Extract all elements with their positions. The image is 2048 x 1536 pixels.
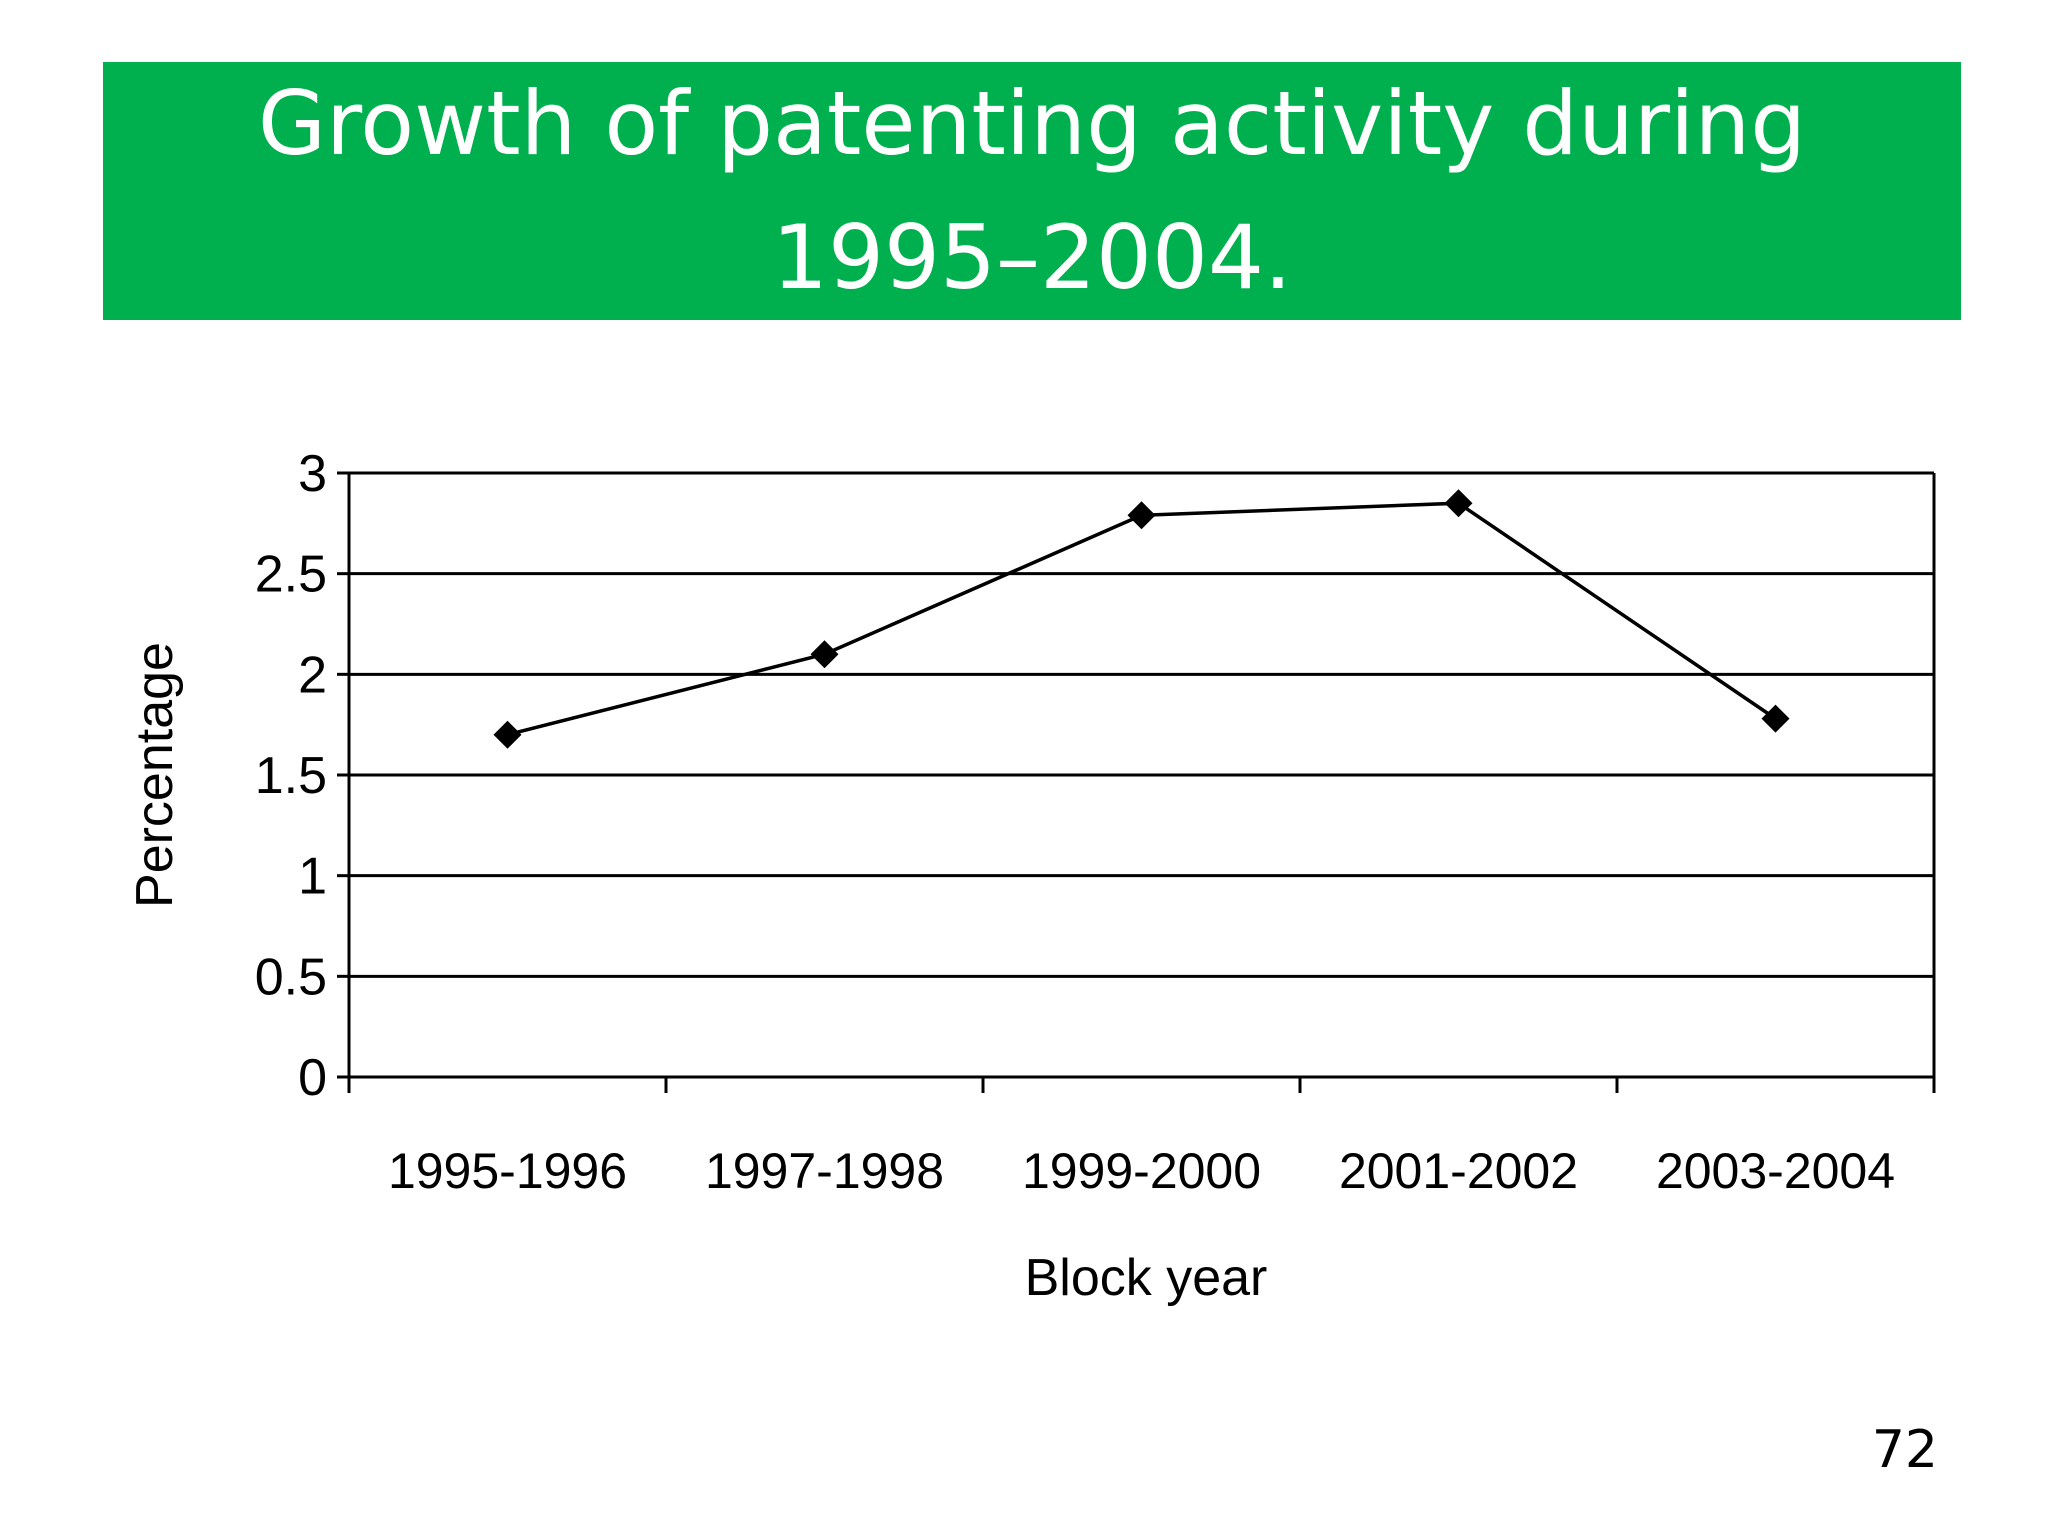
series [493, 489, 1790, 749]
y-tick-label: 2.5 [255, 546, 327, 604]
x-tick-label: 1997-1998 [705, 1143, 944, 1199]
y-axis-title: Percentage [126, 642, 184, 908]
slide-title: Growth of patenting activity during 1995… [257, 72, 1807, 309]
y-tick-label: 1.5 [255, 747, 327, 805]
y-tick-label: 1 [298, 848, 327, 906]
title-banner: Growth of patenting activity during 1995… [103, 62, 1961, 320]
y-tick-label: 2 [298, 646, 327, 704]
series-line [507, 501, 1777, 737]
x-tick-label: 2001-2002 [1339, 1143, 1578, 1199]
y-tick-label: 0 [298, 1049, 327, 1107]
data-point-marker [810, 640, 839, 669]
data-point-marker [493, 720, 522, 749]
x-tick-label: 2003-2004 [1656, 1143, 1895, 1199]
axes [337, 471, 1936, 1093]
x-axis-title: Block year [1025, 1249, 1268, 1307]
x-tick-label: 1995-1996 [388, 1143, 627, 1199]
axis-labels: Block year Percentage 0 0.5 1 1.5 2 2.5 3 1995-… [126, 445, 1895, 1307]
y-tick-label: 0.5 [255, 948, 327, 1006]
data-point-marker [1444, 489, 1473, 518]
gridlines [349, 471, 1934, 978]
slide-number: 72 [1871, 1420, 1938, 1480]
data-point-marker [1761, 704, 1790, 733]
data-point-marker [1127, 501, 1156, 530]
y-tick-label: 3 [298, 445, 327, 503]
x-tick-label: 1999-2000 [1022, 1143, 1261, 1199]
